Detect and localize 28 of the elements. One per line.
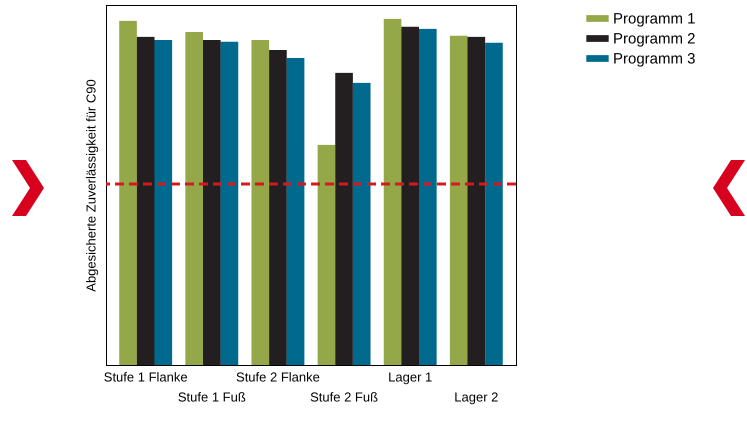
x-tick-label: Lager 2 (454, 390, 498, 404)
bar (269, 50, 287, 365)
x-tick-label: Stufe 1 Fuß (178, 390, 246, 404)
x-tick-label: Stufe 2 Fuß (310, 390, 378, 404)
x-tick-label: Lager 1 (388, 370, 432, 384)
legend-label: Programm 3 (613, 50, 696, 68)
bar (251, 40, 270, 365)
bar (119, 20, 137, 365)
bar (401, 26, 420, 365)
bar (286, 58, 304, 365)
bar (384, 18, 402, 365)
bar (318, 144, 336, 365)
bar (154, 40, 172, 365)
bar (136, 36, 154, 365)
x-tick-label: Stufe 2 Flanke (236, 370, 320, 384)
bar (335, 72, 353, 365)
bar (185, 32, 203, 365)
bar (352, 82, 371, 365)
legend-label: Programm 2 (613, 30, 696, 48)
y-axis-title: Abgesicherte Zuverlässigkeit für C90 (84, 79, 98, 292)
bar (450, 36, 468, 365)
bar (468, 36, 486, 365)
x-tick-label: Stufe 1 Flanke (104, 370, 188, 384)
bar (202, 40, 221, 365)
bar (485, 42, 503, 365)
bar (220, 42, 238, 365)
bar (419, 28, 437, 365)
legend-label: Programm 1 (613, 10, 696, 28)
